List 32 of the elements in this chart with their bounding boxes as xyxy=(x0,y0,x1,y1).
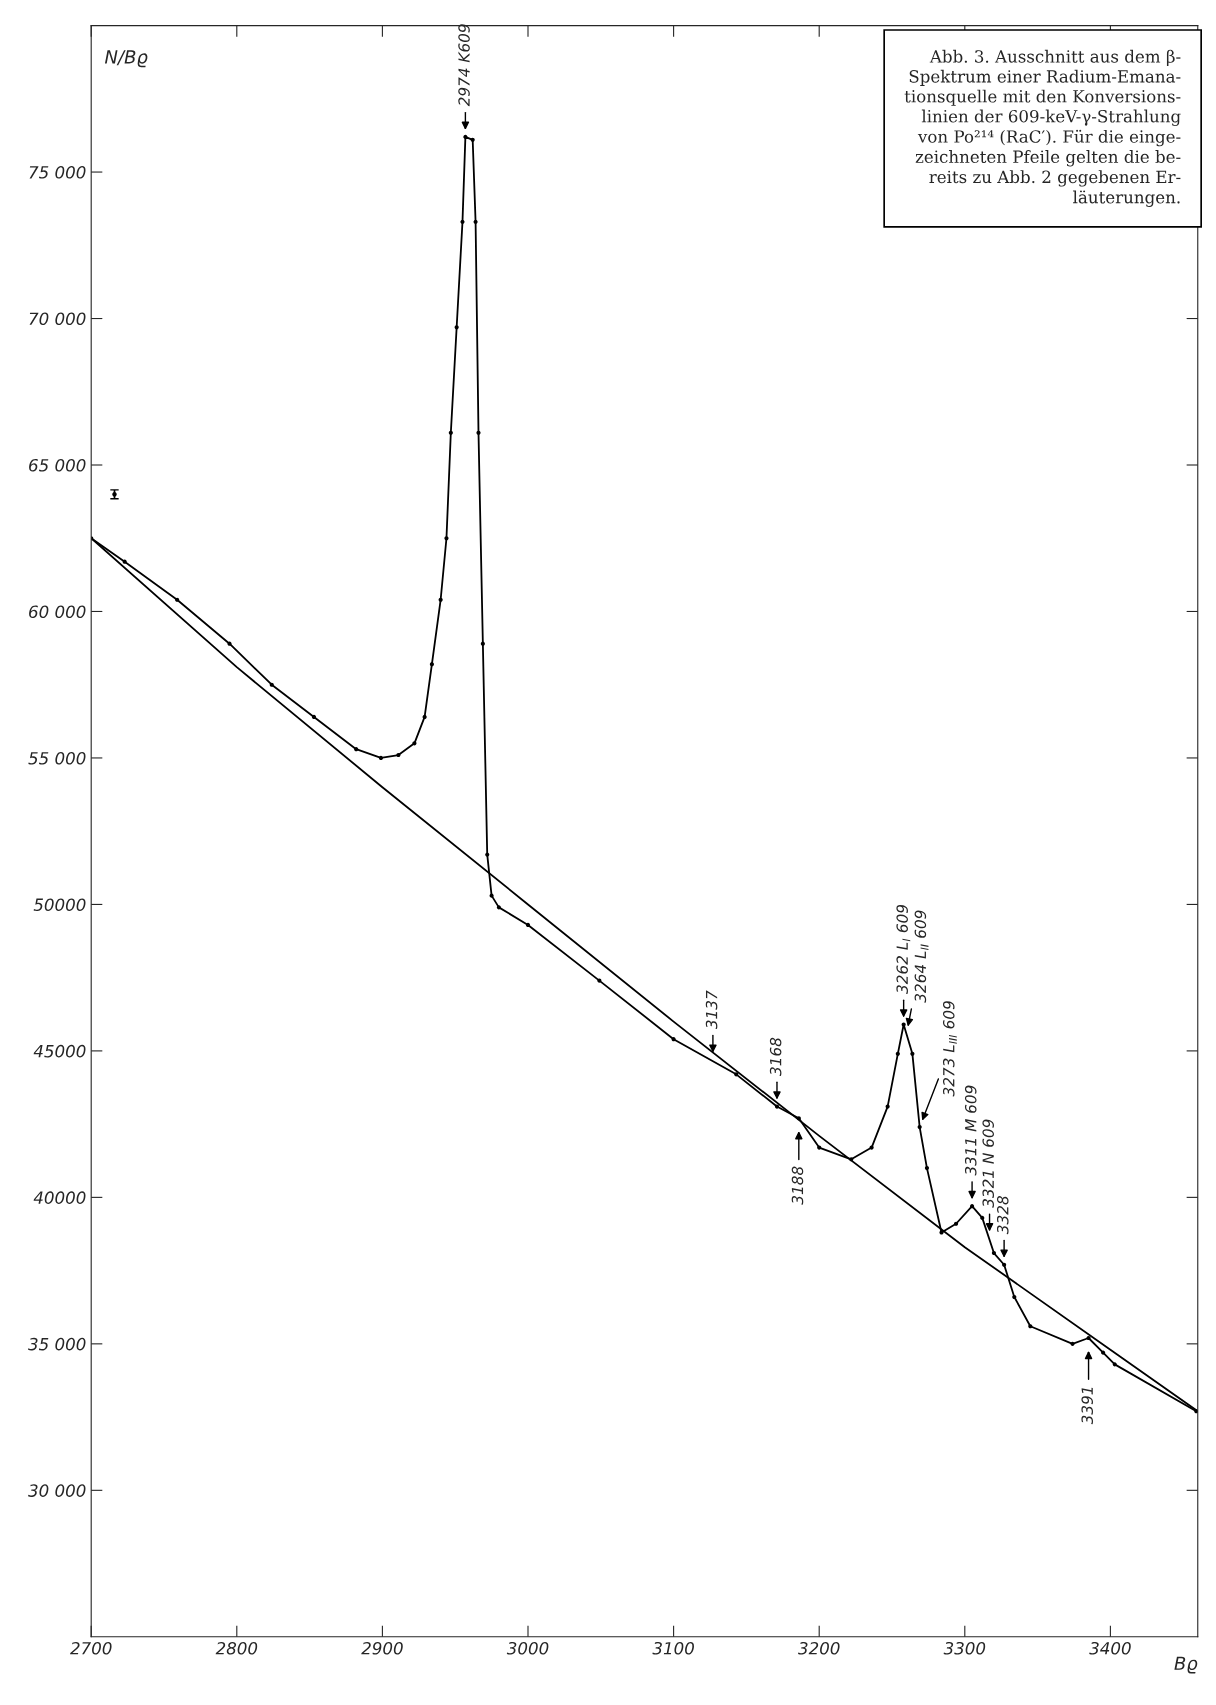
y-tick-label: 55 000 xyxy=(28,751,86,765)
y-tick-label: 40000 xyxy=(33,1191,86,1204)
y-tick-label: 60 000 xyxy=(29,605,86,619)
y-tick-label: 35 000 xyxy=(28,1337,86,1351)
annotation: 3262 L$_{I}$ 609 xyxy=(896,904,911,994)
annotation: 3264 L$_{II}$ 609 xyxy=(914,910,929,1003)
y-tick-label: 65 000 xyxy=(29,458,86,472)
annotation: 2974 K609 xyxy=(458,24,470,107)
x-tick-label: 3200 xyxy=(798,1641,840,1655)
annotation: 3321 N 609 xyxy=(982,1119,994,1208)
x-tick-label: 3400 xyxy=(1089,1641,1131,1655)
y-tick-label: 75 000 xyxy=(29,166,86,179)
annotation: 3137 xyxy=(705,990,718,1030)
annotation: 3328 xyxy=(996,1195,1009,1235)
annotation: 3311 M 609 xyxy=(964,1085,977,1176)
x-tick-label: 3000 xyxy=(506,1641,549,1655)
y-tick-label: 45000 xyxy=(33,1044,86,1058)
annotation: Abb. 3. Ausschnitt aus dem β- Spektrum einer Radium-Emana- tionsquelle mit den Konversions- linien der 609-keV-γ-Strahlung von Po²¹⁴ (RaC′). Für die einge- zeichneten Pfeile gelten die be- reits zu Abb. 2 gegebenen Er- läuterungen. xyxy=(904,49,1181,207)
x-tick-label: 2900 xyxy=(361,1641,403,1655)
x-axis-title: Bϱ xyxy=(1174,1656,1198,1674)
x-tick-label: 2800 xyxy=(215,1641,258,1655)
y-axis-title: N/Bϱ xyxy=(104,50,148,68)
annotation: 3168 xyxy=(769,1037,782,1076)
x-tick-label: 2700 xyxy=(70,1641,112,1655)
y-tick-label: 70 000 xyxy=(29,312,86,326)
y-tick-label: 50000 xyxy=(33,898,86,911)
x-tick-label: 3100 xyxy=(652,1641,694,1655)
x-tick-label: 3300 xyxy=(943,1641,986,1655)
annotation: 3273 L$_{III}$ 609 xyxy=(942,1001,957,1097)
annotation: 3391 xyxy=(1081,1387,1093,1425)
annotation: 3188 xyxy=(791,1166,804,1205)
y-tick-label: 30 000 xyxy=(28,1484,86,1497)
